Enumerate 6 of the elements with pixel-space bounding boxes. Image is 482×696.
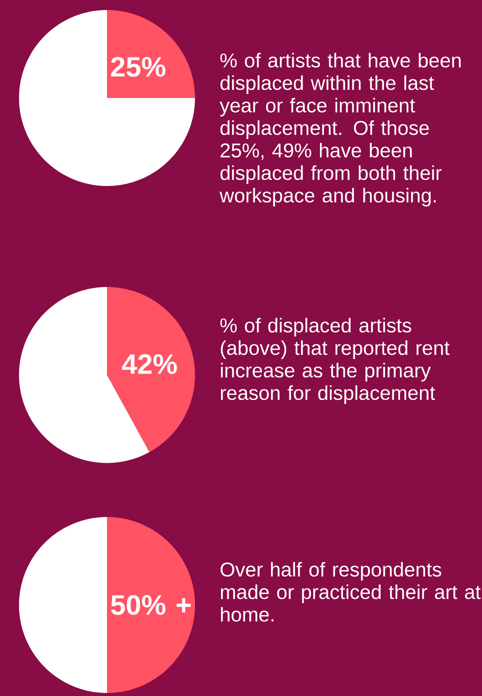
text: % of artists that have been displaced within the last year or face imminent displacement. Of those 25%, 49% have been displaced from both their workspace and housing. xyxy=(220,52,461,206)
data-label: 50% + xyxy=(110,595,191,615)
data-label: 42% xyxy=(122,354,177,374)
text: Over half of respondents made or practiced their art at home. xyxy=(220,562,481,622)
text: % of displaced artists (above) that reported rent increase as the primary reason for displacement xyxy=(220,318,450,404)
data-label: 25% xyxy=(111,56,166,77)
